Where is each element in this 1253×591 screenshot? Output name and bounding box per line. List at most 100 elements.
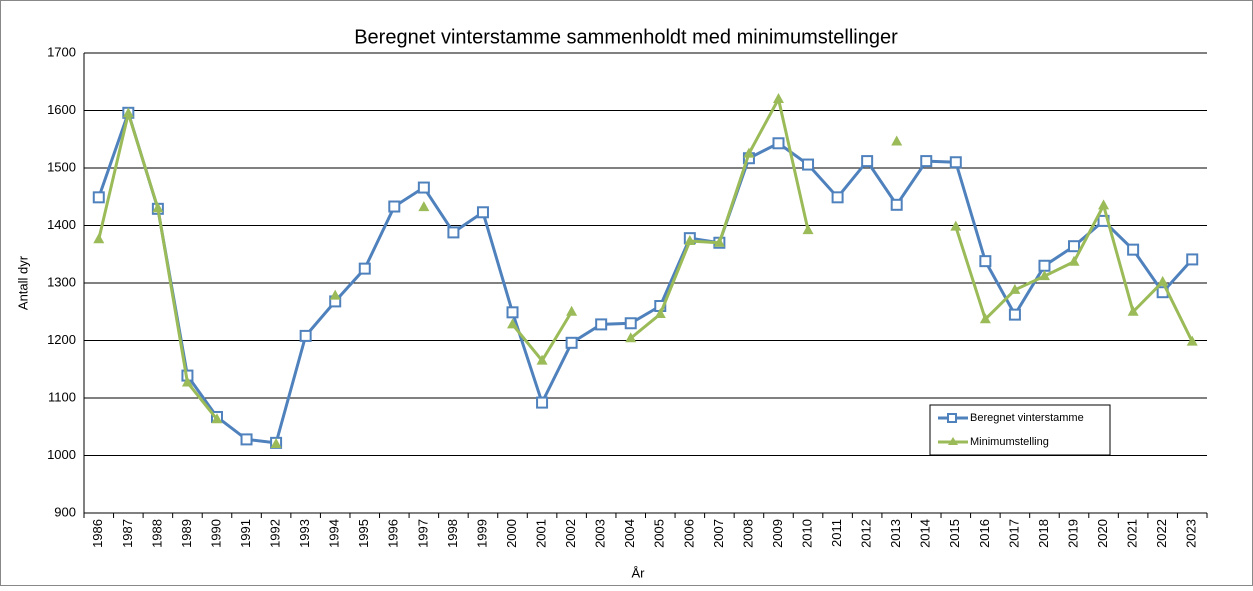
x-tick-label: 2020 xyxy=(1095,519,1110,548)
x-tick-label: 1990 xyxy=(208,519,223,548)
x-tick-label: 1989 xyxy=(179,519,194,548)
data-point xyxy=(920,155,933,168)
data-point xyxy=(418,201,430,212)
data-point xyxy=(772,137,785,150)
y-axis-label: Antall dyr xyxy=(15,255,30,310)
data-point xyxy=(1127,243,1140,256)
x-tick-label: 2002 xyxy=(563,519,578,548)
x-tick-label: 1993 xyxy=(297,519,312,548)
legend-marker xyxy=(947,413,957,423)
y-tick-label: 1000 xyxy=(47,447,76,462)
x-tick-label: 2018 xyxy=(1036,519,1051,548)
legend-marker xyxy=(948,437,958,445)
x-tick-label: 2023 xyxy=(1184,519,1199,548)
legend-box xyxy=(929,404,1111,456)
x-tick-label: 1992 xyxy=(268,519,283,548)
y-tick-label: 900 xyxy=(54,504,76,519)
chart-title: Beregnet vinterstamme sammenholdt med mi… xyxy=(354,26,898,48)
data-point xyxy=(891,135,903,146)
data-point xyxy=(536,396,549,409)
x-tick-label: 2015 xyxy=(947,519,962,548)
x-tick-label: 2008 xyxy=(740,519,755,548)
x-tick-label: 2011 xyxy=(829,519,844,547)
y-tick-label: 1300 xyxy=(47,274,76,289)
y-tick-label: 1700 xyxy=(47,44,76,59)
data-point xyxy=(624,317,637,330)
data-point xyxy=(507,318,519,329)
x-tick-label: 2007 xyxy=(711,519,726,548)
x-tick-label: 2010 xyxy=(799,519,814,548)
x-tick-label: 2014 xyxy=(918,519,933,548)
x-tick-label: 1996 xyxy=(386,519,401,548)
x-tick-label: 1999 xyxy=(474,519,489,548)
x-tick-label: 1994 xyxy=(327,519,342,548)
data-point xyxy=(713,236,725,247)
data-point xyxy=(1009,283,1021,294)
data-point xyxy=(181,376,193,387)
data-point xyxy=(536,354,548,365)
series-line xyxy=(97,107,1194,445)
data-point xyxy=(270,438,282,448)
data-point xyxy=(772,93,784,103)
x-tick-label: 1988 xyxy=(149,519,164,548)
x-axis-label: År xyxy=(632,565,646,580)
x-tick-label: 2017 xyxy=(1006,519,1021,548)
legend-label: Beregnet vinterstamme xyxy=(970,412,1084,424)
data-point xyxy=(743,147,755,158)
y-tick-label: 1100 xyxy=(48,389,76,404)
x-tick-label: 2004 xyxy=(622,519,637,548)
data-point xyxy=(1038,270,1050,281)
data-point xyxy=(240,433,253,446)
data-point xyxy=(1186,253,1199,266)
x-tick-label: 2001 xyxy=(534,519,549,548)
x-tick-label: 2013 xyxy=(888,519,903,548)
data-point xyxy=(299,329,312,342)
data-point xyxy=(1098,199,1110,210)
data-point xyxy=(211,413,223,424)
data-point xyxy=(388,200,401,213)
data-point xyxy=(684,235,696,246)
data-point xyxy=(950,220,962,231)
data-point xyxy=(358,262,371,275)
data-point xyxy=(447,226,460,239)
data-point xyxy=(949,156,962,169)
x-tick-label: 2019 xyxy=(1065,519,1080,548)
x-tick-label: 2006 xyxy=(681,519,696,548)
y-tick-label: 1600 xyxy=(47,102,76,117)
data-point xyxy=(1038,259,1051,272)
data-point xyxy=(506,306,519,319)
data-point xyxy=(595,318,608,331)
data-point xyxy=(802,158,815,171)
data-point xyxy=(1127,305,1139,316)
x-tick-label: 2021 xyxy=(1125,519,1140,548)
x-tick-label: 1986 xyxy=(90,519,105,548)
data-point xyxy=(329,289,341,300)
legend-label: Minimumstelling xyxy=(970,436,1049,448)
data-point xyxy=(93,233,105,244)
x-tick-label: 1995 xyxy=(356,519,371,548)
x-tick-label: 2022 xyxy=(1154,519,1169,548)
data-point xyxy=(1068,240,1081,253)
data-point xyxy=(654,308,666,319)
x-tick-label: 1998 xyxy=(445,519,460,548)
data-point xyxy=(1157,275,1169,286)
x-tick-label: 1991 xyxy=(238,519,253,548)
y-tick-label: 1200 xyxy=(47,332,76,347)
data-point xyxy=(152,202,164,213)
y-tick-label: 1400 xyxy=(47,217,76,232)
data-point xyxy=(802,224,814,235)
data-point xyxy=(566,305,578,316)
x-tick-label: 2012 xyxy=(859,519,874,548)
data-point xyxy=(831,191,844,204)
x-tick-label: 1997 xyxy=(415,519,430,548)
data-point xyxy=(1008,308,1021,321)
x-tick-label: 1987 xyxy=(120,519,135,548)
data-point xyxy=(122,107,134,118)
x-tick-label: 2003 xyxy=(593,519,608,548)
data-point xyxy=(565,336,578,349)
data-point xyxy=(417,181,430,194)
y-tick-label: 1500 xyxy=(47,159,76,174)
data-point xyxy=(979,313,991,324)
